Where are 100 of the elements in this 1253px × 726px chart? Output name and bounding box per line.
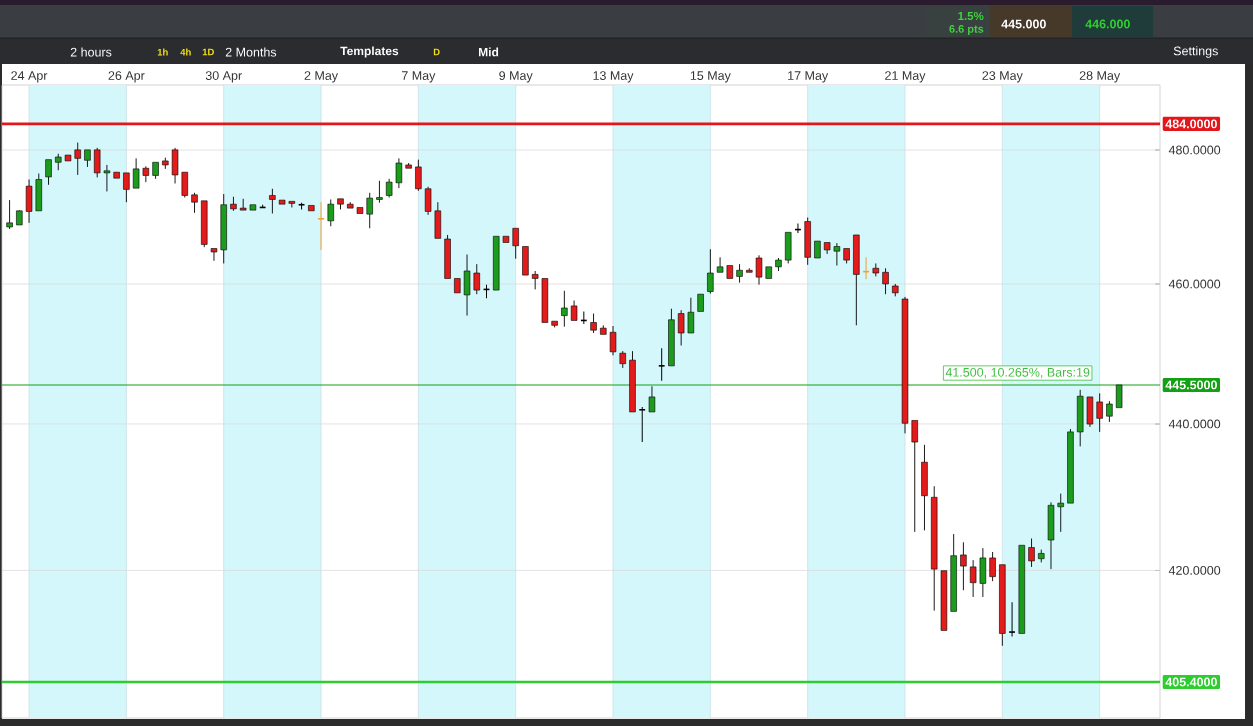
candlestick [1028,538,1035,568]
candlestick [1057,493,1064,533]
candlestick [502,235,510,243]
candlestick [210,248,218,262]
candlestick [16,210,23,226]
text: 445.000 [1001,19,1046,29]
candlestick [629,350,636,413]
x-tick-label: 28 May [1079,71,1121,83]
candlestick [308,205,315,212]
candlestick [327,199,334,227]
candlestick [853,234,860,326]
candlestick [590,313,597,334]
candlestick [25,179,33,224]
candlestick [600,324,607,335]
candlestick [6,199,13,230]
ref-line-label: 445.5000 [1165,380,1217,390]
candlestick [892,283,899,297]
candlestick [561,290,568,328]
candlestick [657,347,666,382]
candlestick [901,296,909,434]
candlestick [84,149,91,168]
candlestick [74,142,81,176]
annotation: 41.500, 10.265%, Bars:19 [945,367,1090,379]
text: 446.000 [1085,19,1130,29]
candlestick [551,320,558,328]
candlestick [814,240,821,259]
candlestick [444,234,451,279]
candlestick [278,199,286,205]
candlestick [463,254,471,317]
ref-line-label: 405.4000 [1165,677,1217,687]
candlestick [804,217,811,266]
candlestick [1086,396,1094,428]
text: D [433,48,440,56]
candlestick [1018,544,1026,634]
text: Settings [1173,46,1218,58]
candlestick [395,157,403,189]
candlestick [454,278,461,294]
candlestick [405,162,412,169]
y-tick-label: 460.0000 [1168,279,1221,289]
x-tick-label: 24 Apr [11,71,48,83]
candlestick [522,246,529,276]
candlestick [376,180,383,204]
candlestick [269,188,276,214]
text: Templates [340,46,399,58]
x-tick-label: 2 May [304,71,339,83]
candlestick [882,267,889,295]
ref-line-label: 484.0000 [1165,119,1217,129]
candlestick [191,192,198,214]
x-tick-label: 21 May [885,71,926,83]
candlestick [142,165,150,183]
candlestick [132,157,140,189]
x-tick-label: 26 Apr [108,71,145,83]
y-tick-label: 480.0000 [1168,145,1221,155]
candlestick [940,570,948,631]
text: 1h [157,48,168,56]
x-tick-label: 30 Apr [205,71,242,83]
candlestick [35,173,43,212]
candlestick [843,248,850,264]
candlestick [1047,501,1055,570]
candlestick [434,201,442,239]
x-tick-label: 7 May [401,71,436,83]
candlestick [493,235,500,291]
candlestick [833,242,841,266]
candlestick [1038,549,1045,563]
candlestick [220,193,227,264]
candlestick [337,198,344,210]
candlestick [979,547,987,598]
candlestick [541,278,549,323]
candlestick [755,254,763,286]
text: 6.6 pts [949,25,984,35]
candlestick [356,207,364,214]
text: 2 Months [225,47,277,57]
x-tick-label: 9 May [499,71,533,83]
x-tick-label: 13 May [593,71,634,83]
y-tick-label: 440.0000 [1168,419,1221,429]
candlestick [726,265,734,279]
candlestick [989,551,996,582]
candlestick [707,248,714,295]
candlestick [512,227,519,260]
candlestick [162,157,169,170]
candlestick [45,159,52,186]
candlestick [697,293,704,312]
x-tick-label: 23 May [982,71,1023,83]
candlestick [716,256,724,273]
text: Mid [479,47,499,57]
candlestick [872,262,880,277]
candlestick [201,200,208,248]
candlestick [64,154,72,162]
candlestick [385,178,393,198]
y-tick-label: 420.0000 [1168,565,1221,575]
candlestick [366,192,373,229]
candlestick [1067,428,1074,504]
candlestick [775,257,782,272]
candlestick [113,171,120,179]
candlestick [473,263,480,295]
candlestick [999,564,1006,647]
candlestick [55,153,62,171]
x-tick-label: 17 May [788,71,829,83]
candlestick [921,444,928,531]
candlestick [152,161,159,180]
